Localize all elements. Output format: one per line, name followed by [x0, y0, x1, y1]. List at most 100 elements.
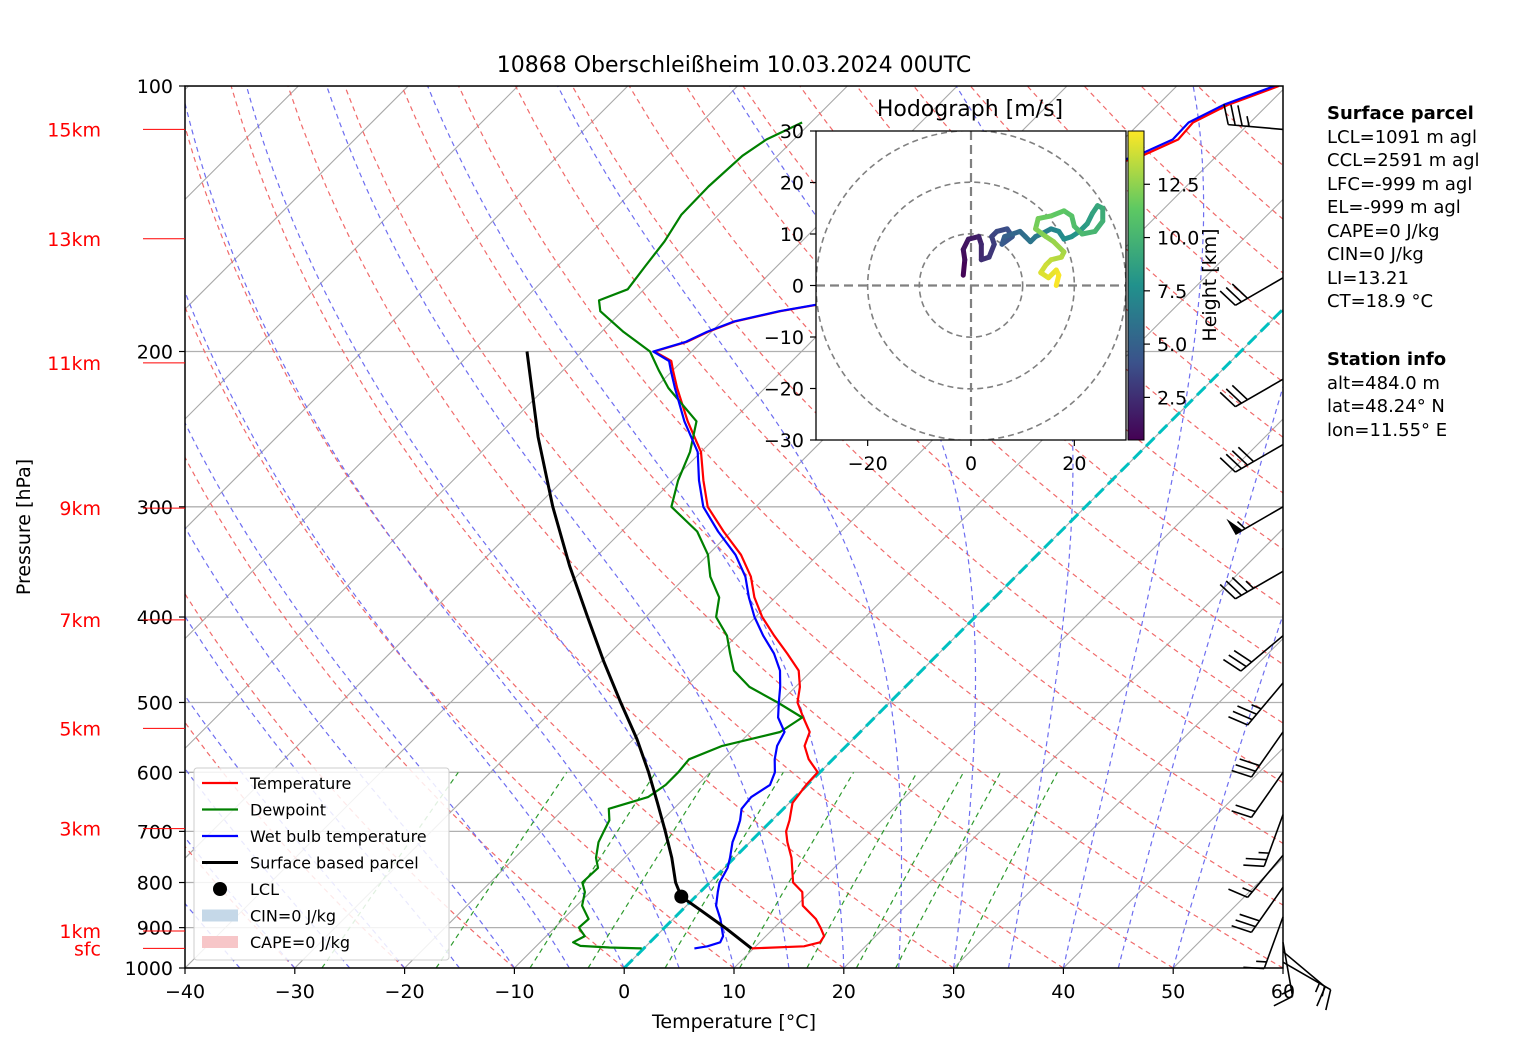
barb-flag	[1243, 966, 1265, 970]
hodograph-x-tick-label: 20	[1062, 453, 1086, 475]
barb-staff	[1282, 942, 1294, 997]
colorbar-tick-label: 10.0	[1157, 228, 1199, 250]
barb-staff	[1234, 277, 1284, 307]
colorbar	[1127, 130, 1145, 441]
moist-adiabat	[1062, 86, 1205, 968]
barb-flag	[1228, 654, 1247, 668]
surface-parcel-panel: Surface parcel LCL=1091 m agl CCL=2591 m…	[1327, 102, 1480, 314]
moist-adiabat	[427, 86, 845, 968]
hodograph-x-tick-label: −20	[848, 453, 888, 475]
hodograph-trace	[1053, 272, 1062, 288]
surface-parcel-line: EL=-999 m agl	[1327, 197, 1461, 218]
surface-parcel-line: LCL=1091 m agl	[1327, 126, 1477, 148]
lcl-marker	[674, 889, 689, 904]
barb-flag	[1232, 710, 1253, 721]
height-label: 5km	[59, 718, 101, 740]
wind-barb	[1226, 506, 1284, 536]
zero-isotherm	[623, 307, 1283, 968]
surface-parcel-line: CCL=2591 m agl	[1327, 150, 1480, 171]
legend: Temperature Dewpoint Wet bulb temperature S…	[193, 767, 450, 961]
barb-flag	[1231, 576, 1249, 593]
barb-staff	[1282, 961, 1332, 991]
height-label: 7km	[59, 610, 101, 632]
isotherm	[185, 86, 848, 750]
legend-box	[193, 767, 450, 961]
legend-label: LCL	[250, 880, 279, 899]
dry-adiabat	[514, 86, 1283, 845]
y-tick-label: 700	[137, 821, 173, 843]
wind-barb	[1228, 682, 1284, 726]
barb-half-flag	[1314, 982, 1321, 993]
barb-flag	[1219, 391, 1236, 408]
isotherm	[1063, 747, 1283, 968]
station-info-heading: Station info	[1327, 349, 1447, 370]
barb-staff	[1250, 771, 1284, 818]
x-tick-label: −10	[494, 981, 534, 1003]
legend-swatch	[202, 909, 238, 922]
barb-staff	[1247, 854, 1284, 898]
barb-half-flag	[1281, 988, 1292, 995]
wind-barb	[1231, 731, 1284, 778]
x-tick-label: −40	[165, 981, 205, 1003]
wind-barb	[1223, 104, 1284, 131]
barb-flag	[1235, 919, 1256, 928]
hodograph-y-tick-label: 20	[780, 173, 804, 195]
barb-flag	[1231, 283, 1249, 299]
series-dewpoint	[572, 121, 804, 950]
wind-barb	[1231, 886, 1284, 934]
barb-flag	[1228, 715, 1248, 726]
colorbar-label: Height [km]	[1199, 228, 1221, 341]
colorbar-tick-label: 5.0	[1157, 334, 1187, 356]
dry-adiabat	[230, 86, 954, 968]
barb-flag	[1231, 384, 1249, 401]
dry-adiabat	[401, 86, 1283, 968]
barb-flag	[1231, 450, 1249, 466]
barb-half-flag	[1258, 851, 1270, 854]
isotherm	[733, 418, 1283, 968]
dry-adiabat	[185, 124, 845, 968]
station-info-line: lon=11.55° E	[1327, 419, 1448, 441]
isotherm	[953, 637, 1283, 968]
height-label: 15km	[47, 119, 101, 141]
legend-label: CAPE=0 J/kg	[250, 933, 350, 952]
x-tick-label: 20	[832, 981, 856, 1003]
hodograph-x-tick-label: 0	[965, 453, 977, 475]
wind-barb	[1243, 916, 1284, 970]
hodograph-y-tick-label: −30	[764, 430, 804, 452]
moist-adiabat	[1172, 613, 1283, 968]
barb-flag	[1325, 989, 1332, 1011]
wind-barb	[1231, 771, 1284, 819]
barb-staff	[1263, 916, 1284, 969]
surface-parcel-line: CAPE=0 J/kg	[1327, 220, 1440, 242]
isotherm	[185, 86, 409, 310]
moist-adiabat	[185, 100, 680, 968]
legend-label: Dewpoint	[250, 801, 326, 820]
barb-flag	[1245, 857, 1267, 861]
dry-adiabat	[856, 86, 1283, 494]
barb-flag	[1235, 763, 1256, 773]
mixing-ratio-line	[529, 771, 657, 968]
legend-swatch	[202, 936, 238, 948]
barb-flag	[1233, 649, 1253, 663]
height-label: sfc	[74, 938, 101, 960]
moist-adiabat	[185, 290, 625, 968]
barb-flag	[1243, 864, 1265, 868]
isotherm	[185, 86, 629, 530]
y-tick-label: 500	[137, 692, 173, 714]
legend-label: Wet bulb temperature	[250, 827, 427, 846]
barb-staff	[1282, 950, 1326, 988]
y-tick-label: 900	[137, 918, 173, 940]
barb-flag	[1273, 995, 1293, 1007]
wind-barb	[1219, 378, 1284, 408]
hodograph-y-tick-label: −10	[764, 327, 804, 349]
hodograph-title: Hodograph [m/s]	[877, 97, 1063, 122]
isotherm	[185, 86, 519, 420]
barb-staff	[1234, 506, 1284, 536]
barb-flag	[1222, 658, 1242, 672]
barb-flag	[1219, 290, 1236, 306]
x-tick-label: −20	[385, 981, 425, 1003]
surface-parcel-line: CT=18.9 °C	[1327, 291, 1434, 312]
barb-staff	[1247, 682, 1284, 726]
x-tick-label: 10	[722, 981, 746, 1003]
